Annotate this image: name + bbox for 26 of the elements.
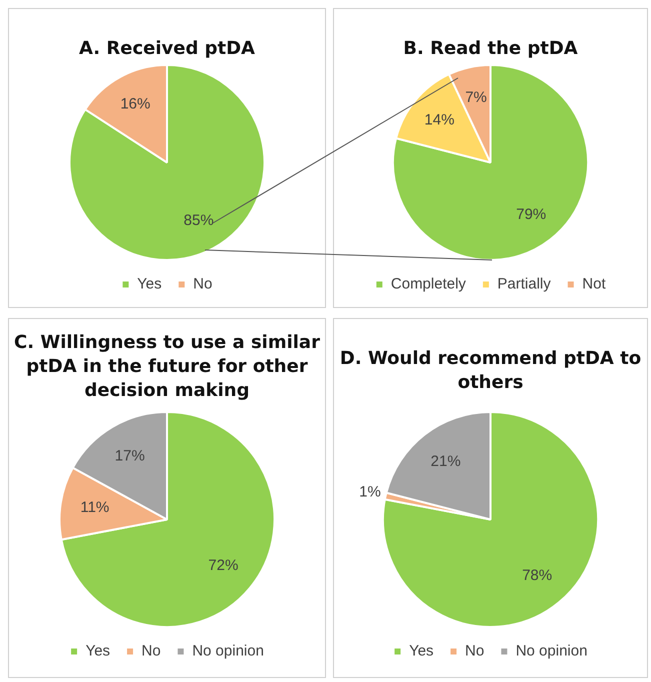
data-label: 78% (522, 566, 552, 584)
legend-label: No (193, 276, 212, 293)
legend-label: Yes (409, 642, 434, 660)
legend-label: Completely (390, 276, 466, 293)
chart-title: A. Received ptDA (78, 37, 256, 61)
chart-title: C. Willingness to use a similar ptDA in the future for other decision making (13, 331, 321, 403)
legend-label: Partially (497, 276, 552, 293)
legend-label: No (465, 642, 484, 660)
data-label: 11% (80, 499, 110, 516)
data-label: 16% (120, 95, 150, 112)
legend-label: No opinion (192, 642, 264, 660)
data-label: 79% (516, 206, 546, 224)
legend-label: Yes (86, 642, 110, 660)
chart-title: D. Would recommend ptDA to others (338, 347, 642, 395)
data-label: 1% (359, 484, 381, 501)
data-label: 72% (208, 557, 238, 574)
data-label: 17% (114, 448, 145, 465)
data-label: 21% (430, 452, 461, 470)
data-label: 85% (184, 212, 214, 229)
data-label: 14% (424, 111, 454, 128)
chart-title: B. Read the ptDA (402, 37, 579, 61)
legend-label: No opinion (516, 642, 588, 660)
legend-label: No (142, 642, 161, 660)
legend-label: Not (582, 276, 606, 293)
data-label: 7% (465, 88, 487, 106)
legend-label: Yes (137, 276, 162, 293)
